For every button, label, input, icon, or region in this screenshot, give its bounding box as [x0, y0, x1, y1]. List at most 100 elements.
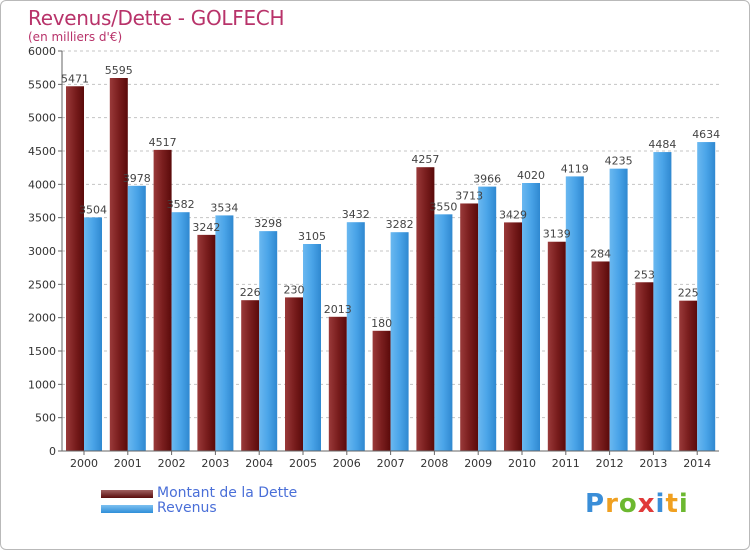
y-tick-label: 5500 [28, 78, 56, 91]
data-label-debt: 180 [371, 317, 392, 330]
data-label-debt: 3242 [192, 221, 220, 234]
data-label-revenue: 4235 [605, 155, 633, 168]
x-tick-label: 2004 [245, 457, 273, 470]
y-tick-label: 4500 [28, 145, 56, 158]
bar-debt [547, 241, 566, 451]
data-label-debt: 253 [634, 268, 655, 281]
bar-revenue [84, 217, 102, 451]
y-tick-label: 3500 [28, 212, 56, 225]
bar-revenue [653, 152, 672, 452]
y-tick-label: 4000 [28, 178, 56, 191]
bar-debt [591, 261, 610, 451]
y-tick-label: 1000 [28, 378, 56, 391]
x-tick-label: 2008 [420, 457, 448, 470]
bar-revenue [478, 186, 497, 451]
legend-swatch-debt [101, 490, 153, 498]
bar-revenue [346, 222, 365, 451]
y-tick-label: 3000 [28, 245, 56, 258]
data-label-debt: 4517 [149, 136, 177, 149]
bar-revenue [390, 232, 409, 451]
bar-revenue [565, 176, 584, 451]
y-tick-label: 500 [35, 412, 56, 425]
y-tick-label: 1500 [28, 345, 56, 358]
data-label-debt: 3139 [543, 228, 571, 241]
x-tick-label: 2005 [289, 457, 317, 470]
bar-debt [153, 149, 172, 451]
data-label-debt: 230 [284, 283, 305, 296]
x-tick-label: 2010 [508, 457, 536, 470]
bar-layer [66, 78, 716, 452]
data-label-revenue: 3432 [342, 208, 370, 221]
data-label-debt: 5471 [61, 72, 89, 85]
y-tick-label: 5000 [28, 112, 56, 125]
label-layer: 5471 3504 5595 3978 4517 3582 3242 3534 226 3298 2… [61, 64, 720, 330]
x-tick-label: 2000 [70, 457, 98, 470]
y-tick-label: 6000 [28, 45, 56, 58]
bar-revenue [697, 142, 716, 452]
x-tick-label: 2014 [683, 457, 711, 470]
data-label-revenue: 4484 [648, 138, 676, 151]
x-tick-label: 2009 [464, 457, 492, 470]
data-label-debt: 3429 [499, 208, 527, 221]
bar-revenue [259, 231, 278, 451]
data-label-revenue: 3966 [473, 173, 501, 186]
chart-title: Revenus/Dette - GOLFECH [28, 6, 285, 30]
data-label-debt: 5595 [105, 64, 133, 77]
data-label-debt: 284 [590, 247, 611, 260]
y-tick-label: 2000 [28, 312, 56, 325]
bar-debt [504, 222, 522, 451]
legend-label-debt: Montant de la Dette [157, 485, 298, 501]
proxiti-logo: Proxiti [585, 489, 689, 519]
bar-debt [66, 86, 84, 452]
bar-debt [328, 316, 347, 451]
y-tick-label: 0 [49, 445, 56, 458]
data-label-revenue: 3978 [123, 172, 151, 185]
y-tick-label: 2500 [28, 278, 56, 291]
bar-debt [241, 300, 260, 451]
bar-revenue [434, 214, 453, 451]
chart-subtitle: (en milliers d'€) [28, 30, 123, 44]
data-label-revenue: 4020 [517, 169, 545, 182]
data-label-debt: 3713 [455, 189, 483, 202]
bar-debt [416, 167, 435, 451]
bar-debt [372, 330, 391, 451]
x-tick-label: 2011 [552, 457, 580, 470]
bar-debt [197, 234, 216, 451]
data-label-revenue: 4119 [561, 162, 589, 175]
axis-layer: 0 500 1000 1500 2000 2500 3000 3500 4000 4500 5000… [28, 45, 719, 470]
bar-debt [285, 297, 303, 451]
bar-revenue [303, 244, 321, 451]
data-label-debt: 4257 [411, 153, 439, 166]
data-label-debt: 2013 [324, 303, 352, 316]
bar-debt [635, 282, 654, 451]
data-label-revenue: 3282 [386, 218, 414, 231]
x-tick-label: 2007 [377, 457, 405, 470]
bar-debt [679, 300, 698, 451]
data-label-revenue: 4634 [692, 128, 720, 141]
data-label-revenue: 3298 [254, 217, 282, 230]
data-label-revenue: 3582 [167, 198, 195, 211]
data-label-revenue: 3105 [298, 230, 326, 243]
data-label-debt: 225 [678, 287, 699, 300]
bar-debt [460, 203, 479, 451]
x-tick-label: 2002 [158, 457, 186, 470]
bar-revenue [522, 183, 540, 451]
bar-revenue [171, 212, 190, 451]
x-tick-label: 2003 [201, 457, 229, 470]
bar-revenue [127, 185, 146, 452]
x-tick-label: 2012 [596, 457, 624, 470]
legend-swatch-revenue [101, 505, 153, 513]
x-tick-label: 2001 [114, 457, 142, 470]
bar-revenue [215, 215, 234, 451]
bar-revenue [609, 168, 628, 451]
data-label-debt: 226 [240, 286, 261, 299]
data-label-revenue: 3550 [429, 200, 457, 213]
data-label-revenue: 3534 [210, 201, 238, 214]
data-label-revenue: 3504 [79, 203, 107, 216]
x-tick-label: 2013 [639, 457, 667, 470]
bar-debt [109, 78, 128, 451]
legend-label-revenue: Revenus [157, 500, 217, 516]
x-tick-label: 2006 [333, 457, 361, 470]
